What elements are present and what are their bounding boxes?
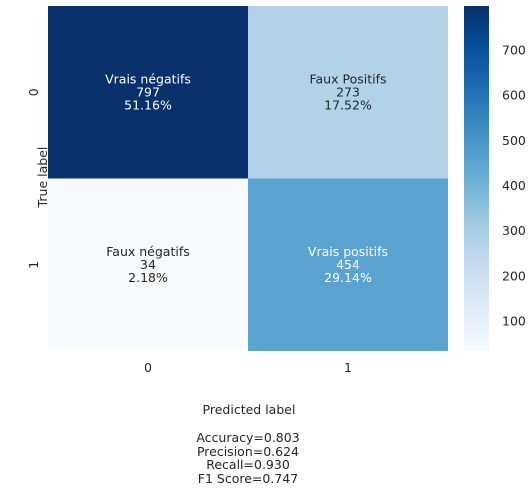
cell-count: 797 [136,84,160,99]
accuracy-text: Accuracy=0.803 [196,430,300,445]
colorbar-tick-label: 200 [502,268,526,283]
cell-percent: 2.18% [128,270,168,285]
colorbar-tick-label: 500 [502,133,526,148]
cell-count: 454 [336,257,360,272]
y-axis-label: True label [35,147,50,209]
metrics-footer: Accuracy=0.803 Precision=0.624 Recall=0.… [48,431,448,485]
colorbar-tick-label: 600 [502,88,526,103]
cell-count: 273 [336,84,360,99]
x-tick-label: 1 [344,360,352,375]
colorbar-tick-label: 700 [502,42,526,57]
f1-score-text: F1 Score=0.747 [197,470,299,486]
colorbar [464,6,489,351]
y-tick-label: 0 [26,88,41,96]
heatmap-cell [48,6,248,179]
cell-label: Vrais positifs [308,244,388,259]
cell-label: Faux négatifs [106,244,190,259]
heatmap-cell [248,6,448,179]
cell-percent: 29.14% [324,270,372,285]
heatmap-cell [48,178,248,351]
precision-text: Precision=0.624 [196,443,300,459]
heatmap-cell [248,178,448,351]
cell-label: Vrais négatifs [105,71,191,86]
colorbar-tick-label: 100 [502,314,526,329]
y-axis-ticks: 01 [26,88,41,269]
colorbar-tick-label: 300 [502,223,526,238]
x-axis-label: Predicted label [203,402,296,417]
cell-percent: 17.52% [324,97,372,112]
y-tick-label: 1 [26,261,41,269]
cell-count: 34 [140,257,156,272]
recall-text: Recall=0.930 [206,457,290,472]
colorbar-tick-label: 400 [502,178,526,193]
colorbar-ticks: 100 200 300 400 500 600 700 [502,42,526,328]
x-tick-label: 0 [144,360,152,375]
cell-percent: 51.16% [124,97,172,112]
cell-label: Faux Positifs [309,71,386,86]
